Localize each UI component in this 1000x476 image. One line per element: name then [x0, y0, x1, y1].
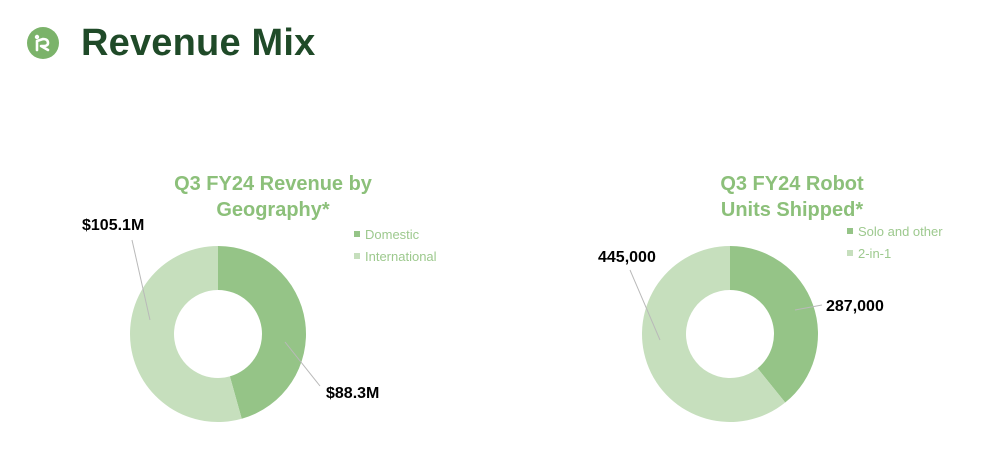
- legend-label: Solo and other: [858, 223, 943, 239]
- donut-slice-international: [129, 246, 242, 423]
- legend-label: International: [365, 248, 437, 264]
- legend-label: Domestic: [365, 226, 420, 242]
- chart-title-line: Units Shipped*: [720, 199, 864, 221]
- legend-item-domestic: Domestic: [354, 223, 437, 245]
- irobot-logo: [27, 27, 59, 59]
- legend-swatch: [847, 250, 853, 256]
- donut-chart-units: 287,000 445,000: [598, 246, 884, 423]
- leader-line: [794, 304, 823, 311]
- chart-title-line: Q3 FY24 Revenue by: [174, 173, 372, 195]
- donut-slice-solo-and-other: [730, 246, 819, 403]
- chart-title-geography: Q3 FY24 Revenue by Geography*: [153, 171, 393, 223]
- donut-slice-domestic: [218, 246, 306, 419]
- data-label: $105.1M: [82, 217, 144, 234]
- chart-title-units: Q3 FY24 Robot Units Shipped*: [672, 171, 912, 223]
- legend-label: 2-in-1: [858, 245, 892, 261]
- chart-title-line: Geography*: [216, 199, 330, 221]
- legend-item-international: International: [354, 245, 437, 267]
- leader-line: [284, 341, 321, 387]
- data-label: 287,000: [826, 298, 884, 315]
- legend-swatch: [354, 231, 360, 237]
- leader-line: [629, 269, 661, 341]
- page-title: Revenue Mix: [81, 22, 316, 64]
- donut-chart-geography: $88.3M $105.1M: [82, 217, 379, 423]
- leader-line: [131, 239, 151, 321]
- legend-units: Solo and other 2-in-1: [847, 220, 943, 264]
- legend-swatch: [354, 253, 360, 259]
- donut-slice-2-in-1: [642, 246, 786, 423]
- data-label: $88.3M: [326, 385, 379, 402]
- irobot-r-logo-icon: [34, 34, 50, 52]
- legend-swatch: [847, 228, 853, 234]
- legend-item-2in1: 2-in-1: [847, 242, 943, 264]
- legend-item-solo: Solo and other: [847, 220, 943, 242]
- legend-geography: Domestic International: [354, 223, 437, 267]
- data-label: 445,000: [598, 249, 656, 266]
- chart-title-line: Q3 FY24 Robot: [720, 173, 864, 195]
